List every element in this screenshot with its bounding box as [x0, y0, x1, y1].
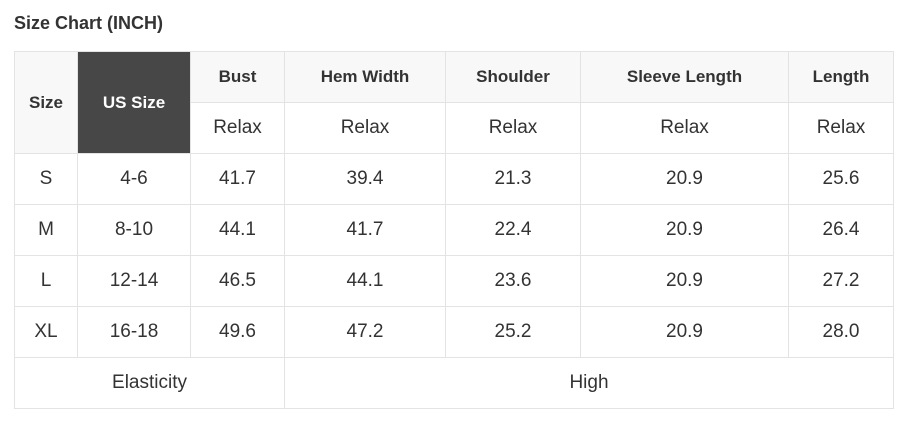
- table-row: XL 16-18 49.6 47.2 25.2 20.9 28.0: [14, 306, 894, 358]
- fit-cell: Relax: [580, 102, 789, 154]
- table-cell: 27.2: [788, 255, 894, 307]
- table-cell: 49.6: [190, 306, 285, 358]
- table-cell: 46.5: [190, 255, 285, 307]
- table-cell: 25.2: [445, 306, 581, 358]
- header-shoulder: Shoulder: [445, 51, 581, 103]
- table-cell: 39.4: [284, 153, 446, 205]
- table-cell: 25.6: [788, 153, 894, 205]
- table-cell: 44.1: [284, 255, 446, 307]
- elasticity-row: Elasticity High: [14, 357, 894, 409]
- header-sleeve-length: Sleeve Length: [580, 51, 789, 103]
- table-row: M 8-10 44.1 41.7 22.4 20.9 26.4: [14, 204, 894, 256]
- table-cell: 20.9: [580, 306, 789, 358]
- table-row: S 4-6 41.7 39.4 21.3 20.9 25.6: [14, 153, 894, 205]
- table-cell: 20.9: [580, 153, 789, 205]
- table-cell: 12-14: [77, 255, 191, 307]
- header-length: Length: [788, 51, 894, 103]
- fit-cell: Relax: [190, 102, 285, 154]
- table-cell: 41.7: [284, 204, 446, 256]
- table-row: L 12-14 46.5 44.1 23.6 20.9 27.2: [14, 255, 894, 307]
- table-cell: 41.7: [190, 153, 285, 205]
- fit-cell: Relax: [788, 102, 894, 154]
- table-cell: 21.3: [445, 153, 581, 205]
- table-cell: 22.4: [445, 204, 581, 256]
- table-cell: 4-6: [77, 153, 191, 205]
- table-cell: 20.9: [580, 204, 789, 256]
- table-cell: 16-18: [77, 306, 191, 358]
- table-cell: XL: [14, 306, 78, 358]
- table-cell: S: [14, 153, 78, 205]
- table-cell: L: [14, 255, 78, 307]
- table-cell: 26.4: [788, 204, 894, 256]
- table-cell: 20.9: [580, 255, 789, 307]
- table-cell: 44.1: [190, 204, 285, 256]
- table-cell: 47.2: [284, 306, 446, 358]
- fit-cell: Relax: [284, 102, 446, 154]
- table-cell: 8-10: [77, 204, 191, 256]
- page-title: Size Chart (INCH): [14, 13, 164, 33]
- header-us-size: US Size: [77, 51, 191, 154]
- fit-cell: Relax: [445, 102, 581, 154]
- fit-row: Relax Relax Relax Relax Relax: [15, 102, 894, 154]
- header-bust: Bust: [190, 51, 285, 103]
- elasticity-label: Elasticity: [14, 357, 285, 409]
- header-size: Size: [14, 51, 78, 154]
- table-cell: 28.0: [788, 306, 894, 358]
- header-hem-width: Hem Width: [284, 51, 446, 103]
- size-chart-table: Size US Size Bust Hem Width Shoulder Sle…: [14, 51, 894, 409]
- table-cell: M: [14, 204, 78, 256]
- header-row: Size US Size Bust Hem Width Shoulder Sle…: [14, 51, 894, 154]
- table-cell: 23.6: [445, 255, 581, 307]
- elasticity-value: High: [284, 357, 894, 409]
